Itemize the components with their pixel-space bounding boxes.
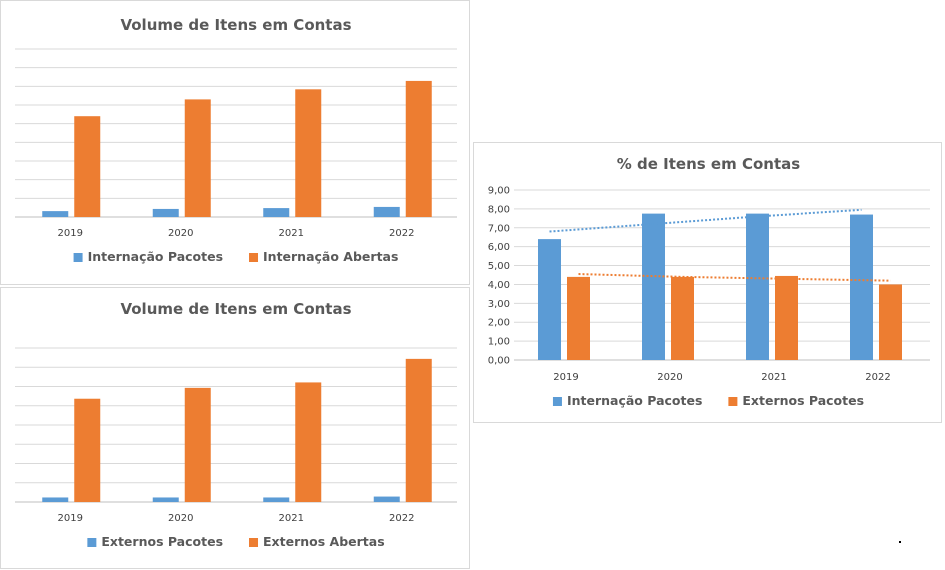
legend-swatch (249, 253, 259, 262)
y-tick-label: 4,00 (488, 280, 510, 291)
bar-externos-pacotes-2020 (152, 497, 179, 502)
bar-externos-pacotes-2019 (42, 497, 69, 502)
bar-interna-o-pacotes-2019 (42, 211, 69, 217)
legend-label: Externos Abertas (263, 534, 385, 549)
bar-interna-o-pacotes-2019 (538, 239, 561, 360)
x-tick-label: 2021 (761, 372, 786, 383)
legend: Externos Pacotes Externos Abertas (87, 534, 385, 549)
bar-externos-pacotes-2021 (263, 497, 290, 502)
y-tick-label: 3,00 (488, 299, 510, 310)
legend-label: Internação Abertas (263, 249, 398, 264)
trendline-0 (549, 208, 862, 233)
y-tick-label: 0,00 (488, 356, 510, 367)
x-tick-label: 2022 (865, 372, 890, 383)
legend-swatch (552, 397, 562, 406)
y-tick-label: 8,00 (488, 204, 510, 215)
trendline-1 (578, 273, 891, 282)
x-tick-label: 2021 (279, 513, 304, 524)
bar-externos-abertas-2022 (405, 358, 432, 502)
bar-interna-o-abertas-2022 (405, 80, 432, 217)
stray-dot (899, 541, 901, 543)
x-tick-label: 2019 (553, 372, 578, 383)
legend-swatch (73, 253, 83, 262)
bar-externos-pacotes-2022 (879, 284, 902, 360)
bar-externos-abertas-2020 (184, 387, 211, 502)
y-tick-label: 6,00 (488, 242, 510, 253)
bar-interna-o-pacotes-2022 (373, 206, 400, 217)
bar-externos-pacotes-2022 (373, 496, 400, 502)
legend-label: Internação Pacotes (567, 393, 702, 408)
chart-title: % de Itens em Contas (617, 155, 800, 173)
x-tick-label: 2019 (58, 228, 83, 239)
bar-externos-pacotes-2020 (671, 276, 694, 360)
bar-interna-o-abertas-2020 (184, 99, 211, 217)
y-tick-label: 9,00 (488, 186, 510, 197)
chart-panel-percentual: % de Itens em Contas 0,00 1,00 2,00 3,00 4,00… (473, 142, 942, 423)
y-tick-label: 2,00 (488, 318, 510, 329)
bar-interna-o-pacotes-2021 (263, 208, 290, 217)
legend-label: Externos Pacotes (101, 534, 223, 549)
legend-label: Externos Pacotes (742, 393, 864, 408)
legend-swatch (728, 397, 738, 406)
bar-interna-o-pacotes-2021 (746, 213, 769, 360)
x-tick-label: 2022 (389, 228, 414, 239)
legend: Internação Pacotes Internação Abertas (73, 249, 398, 264)
y-tick-label: 7,00 (488, 223, 510, 234)
x-tick-label: 2022 (389, 513, 414, 524)
chart-volume-internacao: Volume de Itens em Contas 2019 2020 2021 202… (15, 16, 457, 264)
x-tick-label: 2019 (58, 513, 83, 524)
bar-externos-abertas-2021 (295, 382, 322, 502)
chart-title: Volume de Itens em Contas (120, 300, 351, 318)
legend-swatch (249, 538, 259, 547)
x-tick-label: 2020 (168, 228, 193, 239)
legend-swatch (87, 538, 97, 547)
bar-interna-o-abertas-2021 (295, 89, 322, 217)
chart-panel-volume-externos: Volume de Itens em Contas 2019 2020 2021 202… (0, 287, 470, 569)
x-tick-label: 2021 (279, 228, 304, 239)
legend: Internação Pacotes Externos Pacotes (552, 393, 864, 408)
chart-percentual-itens: % de Itens em Contas 0,00 1,00 2,00 3,00 4,00… (488, 155, 930, 408)
chart-volume-externos: Volume de Itens em Contas 2019 2020 2021 202… (15, 300, 457, 549)
bar-interna-o-pacotes-2020 (642, 213, 665, 360)
bar-interna-o-pacotes-2022 (850, 214, 873, 360)
bar-externos-abertas-2019 (74, 398, 101, 502)
bar-interna-o-abertas-2019 (74, 116, 101, 217)
y-tick-label: 5,00 (488, 261, 510, 272)
y-tick-label: 1,00 (488, 337, 510, 348)
bar-interna-o-pacotes-2020 (152, 208, 179, 217)
legend-label: Internação Pacotes (88, 249, 223, 264)
chart-panel-volume-internacao: Volume de Itens em Contas 2019 2020 2021 202… (0, 0, 470, 285)
x-tick-label: 2020 (168, 513, 193, 524)
chart-title: Volume de Itens em Contas (120, 16, 351, 34)
bar-externos-pacotes-2019 (567, 276, 590, 360)
bar-externos-pacotes-2021 (775, 275, 798, 360)
x-tick-label: 2020 (657, 372, 682, 383)
